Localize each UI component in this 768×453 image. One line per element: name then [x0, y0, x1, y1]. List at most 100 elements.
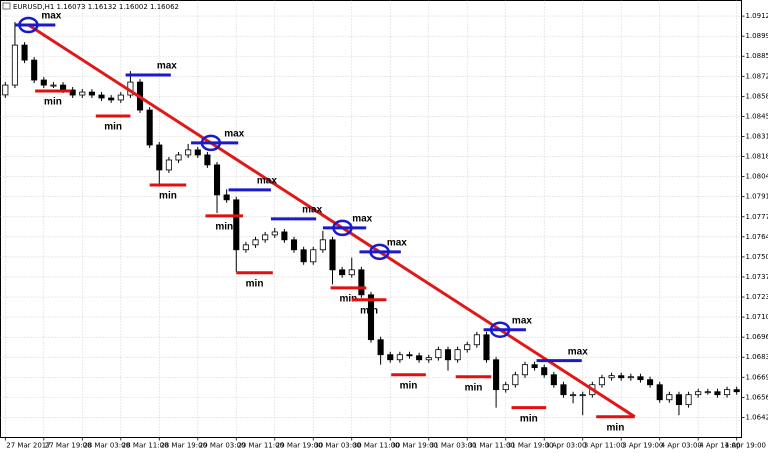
max-circle [369, 243, 390, 261]
y-tick-label: 1.07910 [746, 193, 768, 201]
candle-body [444, 349, 452, 361]
candle-body [108, 97, 115, 101]
candle-body [521, 364, 529, 376]
candle-body [416, 355, 423, 361]
candle-body [69, 89, 76, 96]
y-tick-label: 1.08450 [746, 112, 768, 120]
candle-body [290, 239, 298, 251]
chart-header: EURUSD,H1 1.16073 1.16132 1.16002 1.1606… [13, 3, 179, 11]
candle-body [88, 91, 95, 96]
level-label: max [302, 204, 322, 215]
candle-body [406, 354, 413, 357]
x-tick-label: 27 Mar 19:00 [45, 442, 92, 450]
candle-body [454, 349, 461, 361]
candle-body [396, 354, 403, 361]
candle-body [300, 249, 307, 263]
y-tick-label: 1.06560 [746, 393, 768, 401]
candle-body [541, 367, 548, 376]
y-tick-label: 1.09125 [746, 12, 768, 20]
candle-body [223, 194, 230, 201]
candle-body [98, 94, 105, 99]
y-tick-label: 1.06965 [746, 333, 768, 341]
candle-body [531, 364, 538, 369]
plot-frame [0, 0, 742, 438]
candle-body [21, 44, 28, 61]
candle-body [262, 234, 269, 241]
candle-body [724, 389, 731, 396]
x-tick-label: 30 Mar 11:00 [353, 442, 400, 450]
candle-body [2, 84, 9, 96]
x-tick-label: 28 Mar 03:00 [83, 442, 130, 450]
grid [0, 0, 742, 438]
level-label: min [520, 413, 538, 424]
candle-body [40, 79, 47, 86]
candle-body [204, 154, 211, 166]
level-label: min [607, 422, 625, 433]
candle-body [425, 357, 432, 361]
candle-body [60, 84, 67, 91]
candle-body [473, 334, 480, 346]
candle-body [367, 294, 375, 341]
x-tick-label: 4 Apr 19:00 [725, 442, 766, 450]
candle-body [117, 94, 124, 101]
y-tick-label: 1.07100 [746, 313, 768, 321]
y-tick-label: 1.07775 [746, 213, 768, 221]
candle-body [618, 375, 625, 379]
y-tick-label: 1.08585 [746, 92, 768, 100]
candle-body [165, 159, 172, 171]
level-label: max [568, 346, 588, 357]
candle-body [11, 44, 18, 86]
max-circle [489, 321, 511, 338]
candle-body [233, 199, 240, 251]
y-tick-label: 1.08720 [746, 72, 768, 80]
level-label: max [387, 237, 407, 248]
y-tick-label: 1.06695 [746, 373, 768, 381]
candle-body [570, 394, 577, 397]
x-tick-label: 31 Mar 11:00 [468, 442, 515, 450]
level-label: min [360, 305, 378, 316]
level-label: min [215, 222, 233, 233]
candle-body [377, 339, 384, 356]
candle-body [714, 391, 721, 396]
x-tick-label: 31 Mar 03:00 [430, 442, 477, 450]
y-tick-label: 1.08990 [746, 32, 768, 40]
candle-body [242, 244, 249, 251]
x-tick-label: 30 Mar 19:00 [391, 442, 438, 450]
x-tick-label: 30 Mar 03:00 [314, 442, 361, 450]
x-tick-label: 27 Mar 2017 [6, 442, 50, 450]
x-tick-label: 29 Mar 03:00 [199, 442, 246, 450]
candle-body [695, 391, 702, 396]
annotations: max min min max min max min max min max max min max m… [14, 11, 636, 433]
candle-body [627, 376, 634, 379]
candle-body [50, 84, 57, 87]
y-tick-label: 1.07235 [746, 293, 768, 301]
x-tick-label: 3 Apr 19:00 [622, 442, 663, 450]
max-circle [200, 134, 222, 152]
candle-body [319, 239, 326, 251]
level-label: min [159, 191, 177, 202]
y-tick-label: 1.07505 [746, 253, 768, 261]
candle-body [464, 344, 471, 351]
candle-body [608, 375, 615, 379]
y-tick-label: 1.08180 [746, 153, 768, 161]
level-label: max [257, 176, 277, 187]
level-label: max [352, 214, 372, 225]
candle-body [483, 334, 490, 361]
level-label: min [246, 278, 264, 289]
candle-body [339, 269, 346, 276]
chart-icon [2, 2, 11, 10]
candle-body [310, 249, 317, 263]
level-label: max [512, 315, 532, 326]
level-label: min [44, 97, 62, 108]
level-label: max [41, 11, 61, 22]
max-circle [18, 16, 39, 34]
candle-body [493, 359, 500, 391]
level-label: min [104, 122, 122, 133]
candle-body [579, 394, 586, 397]
candle-body [435, 349, 442, 359]
candle-body [704, 391, 711, 394]
x-tick-label: 29 Mar 19:00 [276, 442, 323, 450]
candle-body [31, 59, 38, 81]
candle-body [271, 231, 278, 236]
